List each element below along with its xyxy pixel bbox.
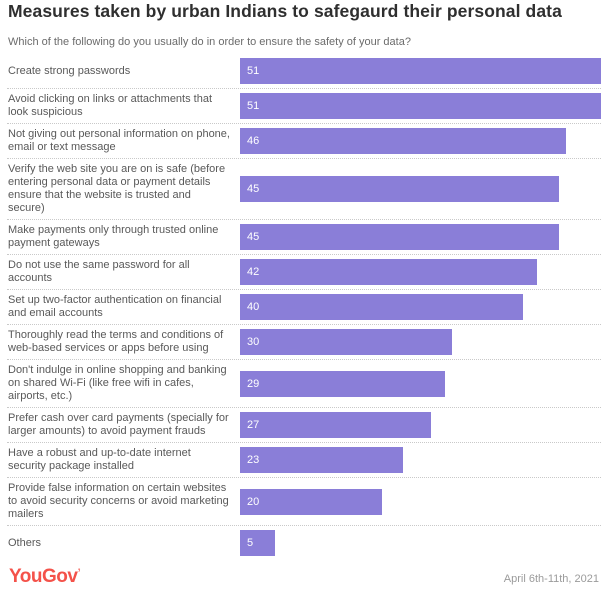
bar: 27 (240, 412, 432, 438)
table-row: Prefer cash over card payments (speciall… (7, 408, 601, 443)
bar-value: 45 (247, 231, 260, 243)
bar-area: 23 (240, 447, 601, 473)
bar-value: 27 (247, 419, 260, 431)
footer: YouGov’ April 6th-11th, 2021 (7, 560, 601, 591)
bar: 40 (240, 294, 524, 320)
bar: 42 (240, 259, 538, 285)
bar-value: 45 (247, 183, 260, 195)
bar-value: 20 (247, 495, 260, 508)
bar-chart: Create strong passwords 51 Avoid clickin… (7, 54, 601, 560)
bar-value: 23 (247, 454, 260, 466)
logo-mark: ’ (77, 566, 81, 580)
bar-value: 42 (247, 266, 260, 278)
table-row: Not giving out personal information on p… (7, 124, 601, 159)
bar: 45 (240, 224, 559, 250)
bar: 51 (240, 58, 601, 84)
table-row: Do not use the same password for all acc… (7, 255, 601, 290)
table-row: Make payments only through trusted onlin… (7, 220, 601, 255)
bar-value: 51 (247, 65, 260, 77)
bar: 46 (240, 128, 566, 154)
table-row: Don't indulge in online shopping and ban… (7, 360, 601, 408)
table-row: Thoroughly read the terms and conditions… (7, 325, 601, 360)
logo-text: YouGov (9, 566, 78, 587)
bar: 30 (240, 329, 453, 355)
row-label: Thoroughly read the terms and conditions… (8, 329, 224, 354)
page-title: Measures taken by urban Indians to safeg… (8, 1, 562, 21)
row-label: Make payments only through trusted onlin… (8, 224, 219, 249)
bar-area: 29 (240, 370, 601, 397)
row-label: Create strong passwords (8, 64, 131, 77)
bar-area: 51 (240, 93, 601, 119)
bar-value: 30 (247, 336, 260, 348)
bar-value: 51 (247, 100, 260, 112)
row-label: Verify the web site you are on is safe (… (8, 163, 226, 214)
table-row: Avoid clicking on links or attachments t… (7, 89, 601, 124)
chart-subtitle: Which of the following do you usually do… (8, 36, 411, 48)
row-label: Do not use the same password for all acc… (8, 259, 190, 284)
table-row: Verify the web site you are on is safe (… (7, 159, 601, 220)
row-label: Not giving out personal information on p… (8, 128, 230, 153)
bar-value: 29 (247, 377, 260, 390)
bar-value: 5 (247, 537, 254, 549)
bar-area: 46 (240, 128, 601, 154)
bar: 20 (240, 488, 382, 515)
bar-area: 5 (240, 530, 601, 556)
table-row: Provide false information on certain web… (7, 478, 601, 526)
bar: 29 (240, 370, 446, 397)
row-label: Have a robust and up-to-date internet se… (8, 447, 191, 472)
bar-area: 27 (240, 412, 601, 438)
bar-area: 40 (240, 294, 601, 320)
bar: 5 (240, 530, 276, 556)
bar: 45 (240, 176, 559, 202)
bar-area: 30 (240, 329, 601, 355)
bar-value: 46 (247, 135, 260, 147)
bar-area: 42 (240, 259, 601, 285)
row-label: Don't indulge in online shopping and ban… (8, 364, 227, 402)
table-row: Others 5 (7, 526, 601, 560)
bar: 51 (240, 93, 601, 119)
bar-area: 51 (240, 58, 601, 84)
table-row: Set up two-factor authentication on fina… (7, 290, 601, 325)
row-label: Provide false information on certain web… (8, 482, 229, 520)
yougov-logo: YouGov’ (9, 566, 81, 588)
table-row: Have a robust and up-to-date internet se… (7, 443, 601, 478)
table-row: Create strong passwords 51 (7, 54, 601, 89)
bar-area: 45 (240, 176, 601, 202)
row-label: Prefer cash over card payments (speciall… (8, 412, 229, 437)
row-label: Others (8, 536, 42, 549)
row-label: Set up two-factor authentication on fina… (8, 294, 222, 319)
bar-area: 45 (240, 224, 601, 250)
row-label: Avoid clicking on links or attachments t… (8, 93, 213, 118)
bar-area: 20 (240, 488, 601, 515)
bar-value: 40 (247, 301, 260, 313)
survey-date: April 6th-11th, 2021 (503, 573, 599, 585)
bar: 23 (240, 447, 403, 473)
